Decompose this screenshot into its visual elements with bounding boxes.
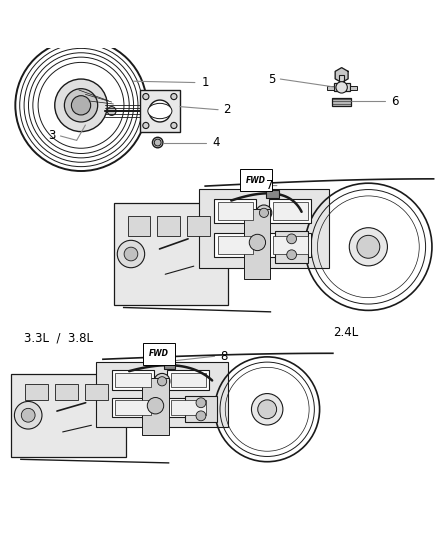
Circle shape: [21, 408, 35, 422]
Text: 4: 4: [212, 136, 219, 149]
Bar: [167, 370, 209, 390]
Bar: [112, 370, 154, 390]
Bar: [334, 84, 350, 91]
Bar: [140, 90, 180, 132]
Bar: [218, 202, 253, 220]
Circle shape: [287, 234, 297, 244]
Bar: [187, 215, 210, 236]
Circle shape: [107, 107, 116, 115]
Bar: [272, 202, 307, 220]
Circle shape: [158, 377, 166, 386]
Circle shape: [287, 250, 297, 260]
Bar: [157, 215, 180, 236]
Circle shape: [154, 139, 161, 146]
Circle shape: [349, 228, 388, 266]
Bar: [55, 384, 78, 400]
Bar: [272, 236, 307, 254]
Polygon shape: [335, 71, 342, 79]
Circle shape: [55, 79, 107, 132]
Bar: [96, 361, 228, 427]
Bar: [114, 204, 228, 304]
Polygon shape: [335, 68, 342, 75]
Text: 3: 3: [48, 130, 55, 142]
Bar: [244, 209, 271, 279]
Bar: [171, 400, 206, 415]
Bar: [184, 396, 217, 422]
Bar: [116, 373, 151, 387]
Ellipse shape: [148, 103, 172, 119]
Circle shape: [154, 374, 170, 389]
Circle shape: [251, 393, 283, 425]
Circle shape: [152, 138, 163, 148]
Circle shape: [196, 398, 206, 408]
Bar: [25, 384, 48, 400]
Circle shape: [196, 411, 206, 421]
Circle shape: [256, 205, 272, 221]
Bar: [276, 231, 308, 263]
Circle shape: [143, 123, 149, 128]
Bar: [269, 233, 311, 256]
Bar: [332, 98, 351, 106]
Polygon shape: [335, 75, 342, 83]
Bar: [171, 373, 206, 387]
Bar: [4, 350, 333, 469]
Text: FWD: FWD: [246, 175, 266, 184]
Circle shape: [143, 93, 149, 100]
Circle shape: [171, 123, 177, 128]
Circle shape: [171, 93, 177, 100]
Bar: [269, 199, 311, 223]
Circle shape: [147, 398, 164, 414]
Bar: [165, 362, 175, 369]
Bar: [142, 378, 169, 435]
Circle shape: [258, 400, 277, 419]
Bar: [107, 174, 434, 319]
Bar: [350, 86, 357, 90]
Bar: [218, 236, 253, 254]
Bar: [266, 190, 279, 198]
Bar: [214, 233, 256, 256]
Circle shape: [124, 247, 138, 261]
Circle shape: [71, 96, 91, 115]
Polygon shape: [342, 71, 348, 79]
Bar: [85, 384, 107, 400]
Circle shape: [64, 88, 98, 122]
Text: 6: 6: [391, 95, 398, 108]
Text: 2.4L: 2.4L: [333, 326, 358, 338]
Bar: [339, 75, 344, 84]
Text: 8: 8: [220, 350, 227, 363]
Circle shape: [149, 100, 171, 122]
Circle shape: [15, 39, 147, 171]
Bar: [214, 199, 256, 223]
Polygon shape: [342, 75, 348, 83]
Bar: [112, 398, 154, 417]
Text: 3.3L  /  3.8L: 3.3L / 3.8L: [24, 331, 93, 344]
Circle shape: [117, 240, 145, 268]
Text: FWD: FWD: [149, 350, 169, 359]
Circle shape: [336, 82, 347, 93]
Polygon shape: [342, 68, 348, 75]
Circle shape: [259, 208, 268, 217]
Bar: [327, 86, 334, 90]
Text: 5: 5: [268, 72, 275, 85]
Circle shape: [249, 235, 265, 251]
Text: 1: 1: [201, 76, 209, 89]
Text: 7: 7: [266, 179, 273, 192]
Bar: [127, 215, 150, 236]
Text: 2: 2: [223, 103, 231, 116]
Bar: [116, 400, 151, 415]
Bar: [167, 398, 209, 417]
Bar: [11, 374, 126, 457]
Bar: [199, 189, 329, 269]
Circle shape: [14, 401, 42, 429]
Circle shape: [357, 236, 380, 258]
